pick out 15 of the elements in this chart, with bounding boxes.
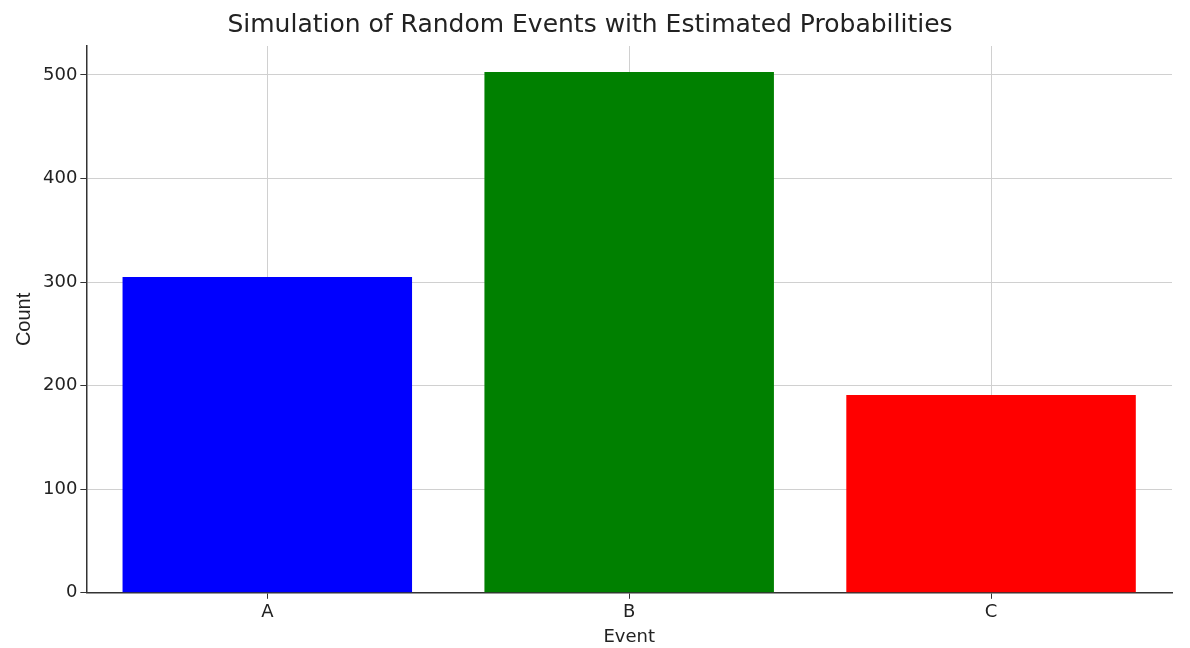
x-tick-label: C xyxy=(984,600,998,622)
bar xyxy=(846,395,1136,593)
x-axis-title: Event xyxy=(603,624,655,646)
bar xyxy=(122,276,413,593)
bar xyxy=(484,71,774,593)
y-tick-label: 500 xyxy=(43,62,78,84)
y-axis-title: Count xyxy=(11,292,34,347)
chart-title: Simulation of Random Events with Estimated Probabilities xyxy=(227,8,953,38)
y-tick-label: 100 xyxy=(43,476,78,498)
x-tick-label: B xyxy=(623,600,636,622)
y-tick-label: 400 xyxy=(43,166,78,188)
y-tick-label: 200 xyxy=(43,373,78,395)
y-tick-label: 300 xyxy=(43,269,78,291)
y-tick-label: 0 xyxy=(65,580,78,602)
x-tick-label: A xyxy=(261,600,275,622)
